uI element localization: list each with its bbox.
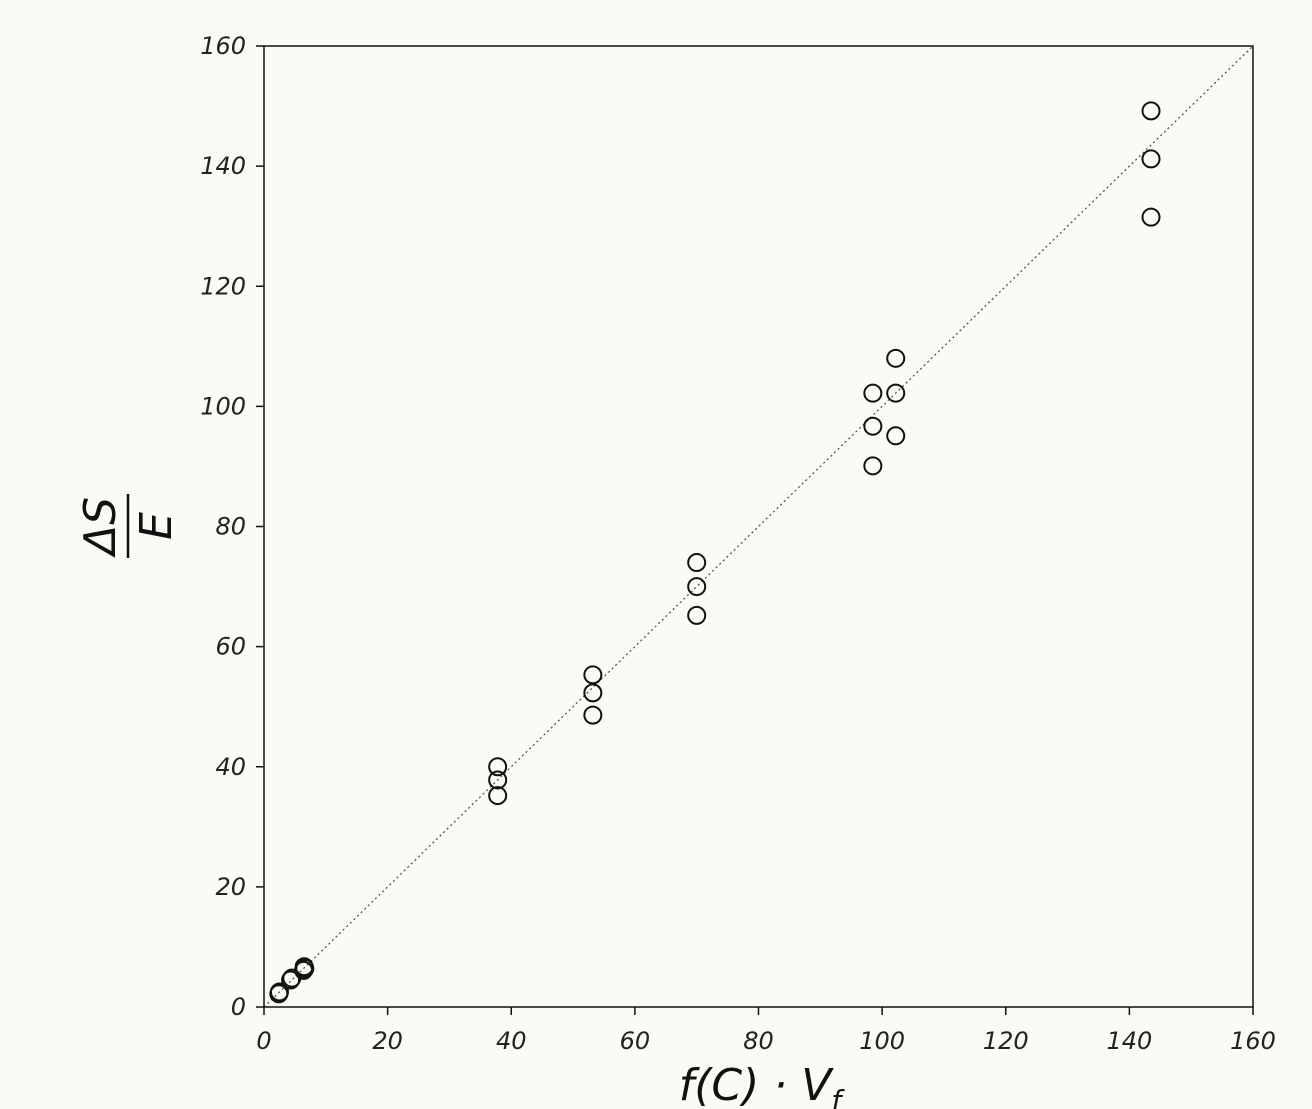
x-tick-label: 80 (743, 1027, 774, 1055)
data-point (886, 426, 906, 446)
data-point (863, 456, 883, 476)
x-ticks: 0 20 40 60 80 100 120 140 160 (256, 1007, 1276, 1055)
x-axis-label: f(C) · Vf (679, 1060, 846, 1109)
y-ticks: 0 20 40 60 80 100 120 140 160 (200, 32, 264, 1021)
x-tick-label: 60 (620, 1027, 651, 1055)
y-tick-label: 160 (200, 32, 246, 60)
x-tick-label: 120 (983, 1027, 1029, 1055)
plot-frame (263, 45, 1254, 1008)
data-point (488, 770, 508, 790)
data-point (295, 959, 315, 979)
data-point (488, 757, 508, 777)
x-tick-label: 140 (1106, 1027, 1152, 1055)
data-point (863, 416, 883, 436)
x-axis-label-subscript: f (831, 1084, 845, 1109)
x-tick-label: 0 (256, 1027, 271, 1055)
data-point (863, 383, 883, 403)
y-tick-label: 0 (231, 993, 246, 1021)
y-tick-label: 100 (200, 392, 246, 420)
x-tick-label: 40 (496, 1027, 527, 1055)
y-tick-label: 80 (215, 513, 246, 541)
reference-line (263, 45, 1254, 1008)
data-point (583, 705, 603, 725)
data-point (583, 665, 603, 685)
x-tick-label: 20 (372, 1027, 403, 1055)
y-axis-label-numerator: ΔS (75, 497, 126, 558)
y-tick-label: 140 (200, 152, 246, 180)
data-point (281, 970, 301, 990)
data-point (1141, 101, 1161, 121)
data-point (269, 984, 289, 1004)
y-tick-label: 20 (215, 873, 246, 901)
y-tick-label: 60 (215, 633, 246, 661)
y-tick-label: 40 (215, 753, 246, 781)
data-point (687, 577, 707, 597)
data-point (687, 605, 707, 625)
data-point (687, 553, 707, 573)
y-axis-label-denominator: E (131, 512, 182, 540)
x-tick-label: 100 (859, 1027, 905, 1055)
data-point (886, 348, 906, 368)
y-tick-label: 120 (200, 272, 246, 300)
data-point (886, 383, 906, 403)
data-points (269, 101, 1161, 1004)
data-point (488, 786, 508, 806)
data-point (1141, 207, 1161, 227)
y-axis-label: ΔS E (75, 494, 182, 558)
data-point (583, 683, 603, 703)
x-tick-label: 160 (1230, 1027, 1276, 1055)
x-axis-label-base: f(C) · V (679, 1060, 835, 1109)
data-point (1141, 149, 1161, 169)
